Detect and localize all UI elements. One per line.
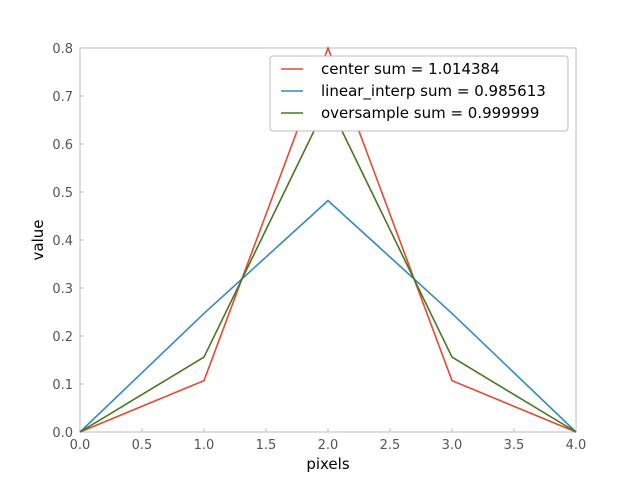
y-axis-ticks: 0.0 0.1 0.2 0.3 0.4 0.5 0.6 0.7 0.8 bbox=[52, 42, 84, 441]
y-tick-label: 0.8 bbox=[52, 42, 73, 57]
x-tick-label: 0.5 bbox=[132, 438, 153, 453]
x-tick-label: 2.0 bbox=[318, 438, 339, 453]
series-line bbox=[79, 199, 577, 433]
y-tick-label: 0.1 bbox=[52, 378, 73, 393]
x-axis-title: pixels bbox=[306, 455, 350, 473]
x-tick-label: 0.0 bbox=[70, 438, 91, 453]
legend-entry-label: center sum = 1.014384 bbox=[321, 60, 500, 78]
series-line bbox=[79, 45, 577, 433]
y-tick-label: 0.2 bbox=[52, 330, 73, 345]
legend-box bbox=[269, 55, 569, 132]
y-tick-label: 0.0 bbox=[52, 426, 73, 441]
x-tick-label: 4.0 bbox=[566, 438, 587, 453]
x-axis-ticks: 0.0 0.5 1.0 1.5 2.0 2.5 3.0 3.5 4.0 bbox=[70, 428, 587, 453]
legend-entry-label: linear_interp sum = 0.985613 bbox=[321, 82, 546, 101]
y-tick-label: 0.3 bbox=[52, 282, 73, 297]
y-tick-label: 0.4 bbox=[52, 234, 73, 249]
legend: center sum = 1.014384 linear_interp sum =… bbox=[269, 55, 569, 132]
x-tick-label: 3.0 bbox=[442, 438, 463, 453]
x-tick-label: 3.5 bbox=[504, 438, 525, 453]
legend-entry-label: oversample sum = 0.999999 bbox=[321, 104, 539, 122]
x-tick-label: 1.0 bbox=[194, 438, 215, 453]
x-tick-label: 2.5 bbox=[380, 438, 401, 453]
x-tick-label: 1.5 bbox=[256, 438, 277, 453]
y-tick-label: 0.6 bbox=[52, 138, 73, 153]
y-tick-label: 0.7 bbox=[52, 90, 73, 105]
y-axis-title: value bbox=[29, 220, 47, 261]
y-tick-label: 0.5 bbox=[52, 186, 73, 201]
